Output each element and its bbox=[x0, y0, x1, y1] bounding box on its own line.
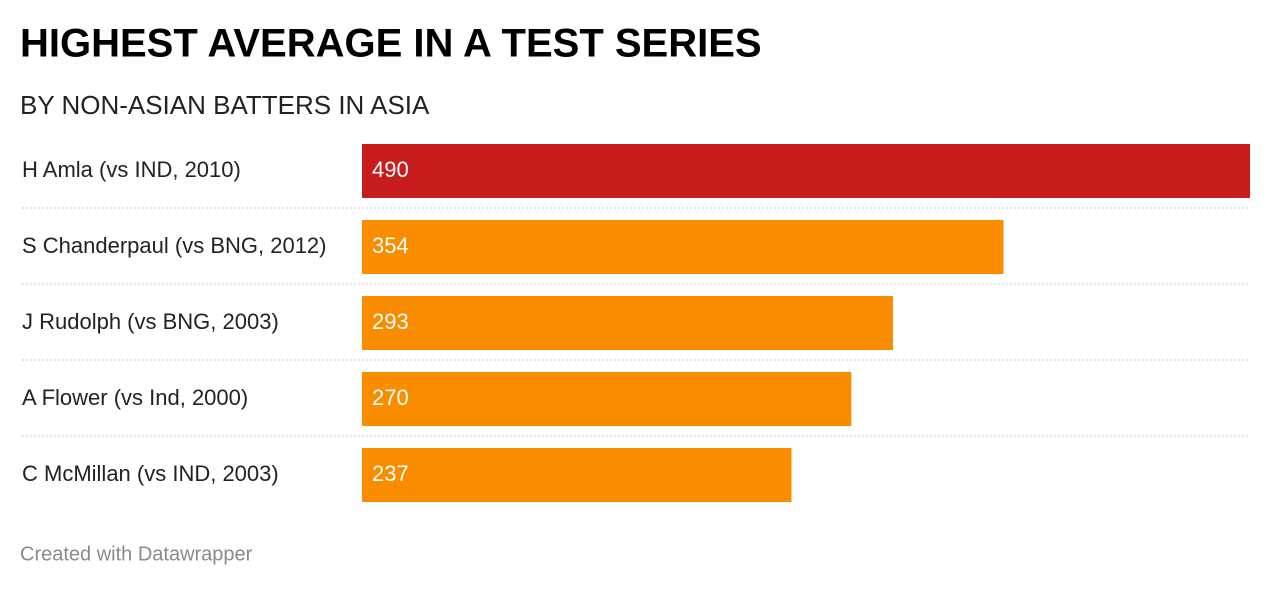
chart-subtitle: BY NON-ASIAN BATTERS IN ASIA bbox=[20, 90, 430, 120]
category-label: C McMillan (vs IND, 2003) bbox=[22, 461, 279, 486]
chart-title: HIGHEST AVERAGE IN A TEST SERIES bbox=[20, 22, 762, 66]
bar bbox=[362, 296, 893, 350]
category-label: J Rudolph (vs BNG, 2003) bbox=[22, 309, 279, 334]
category-label: A Flower (vs Ind, 2000) bbox=[22, 385, 248, 410]
bar bbox=[362, 144, 1250, 198]
category-label: S Chanderpaul (vs BNG, 2012) bbox=[22, 233, 327, 258]
footer: Created with Datawrapper bbox=[20, 543, 253, 565]
category-label: H Amla (vs IND, 2010) bbox=[22, 157, 241, 182]
value-label: 293 bbox=[372, 309, 409, 334]
value-label: 237 bbox=[372, 461, 409, 486]
value-label: 270 bbox=[372, 385, 409, 410]
bar bbox=[362, 448, 792, 502]
bar bbox=[362, 372, 852, 426]
value-label: 490 bbox=[372, 157, 409, 182]
value-label: 354 bbox=[372, 233, 409, 258]
bar bbox=[362, 220, 1004, 274]
